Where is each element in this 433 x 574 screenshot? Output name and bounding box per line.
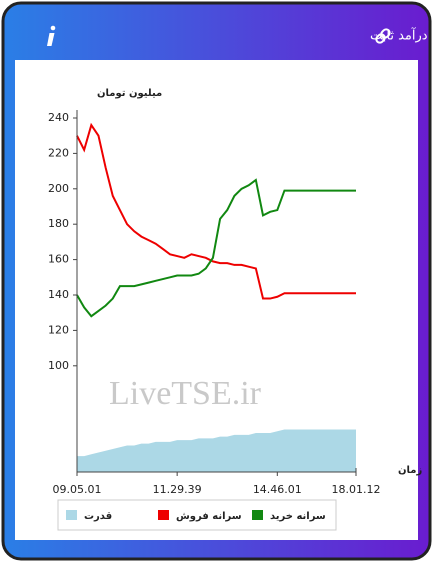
y-tick-label: 120 [48,323,69,336]
y-tick-label: 240 [48,111,69,124]
legend-label: سرانه خرید [270,511,326,522]
x-tick-label: 09.05.01 [53,483,102,496]
y-axis-label: میلیون تومان [97,88,162,99]
info-icon [47,25,56,46]
legend-swatch [158,510,169,520]
legend [57,499,337,531]
legend-swatch [66,510,77,520]
x-tick-label: 11.29.39 [153,483,202,496]
legend-label: قدرت [84,511,112,522]
line [76,178,356,318]
link-icon [375,28,391,44]
y-tick-label: 180 [48,217,69,230]
area [77,429,356,472]
y-tick-label: 140 [48,288,69,301]
x-axis-label: زمان [398,465,422,476]
line [76,122,356,300]
y-tick-label: 100 [48,359,69,372]
y-tick-label: 220 [48,146,69,159]
header-title: سرانه ی خرید و فروش حقیقی در صندوق های د… [370,27,433,44]
legend-swatch [252,510,263,520]
y-tick-label: 200 [48,182,69,195]
x-tick-label: 18.01.12 [332,483,381,496]
watermark: LiveTSE.ir [109,375,262,412]
y-tick-label: 160 [48,253,69,266]
legend-label: سرانه فروش [176,511,242,522]
x-tick-label: 14.46.01 [253,483,302,496]
